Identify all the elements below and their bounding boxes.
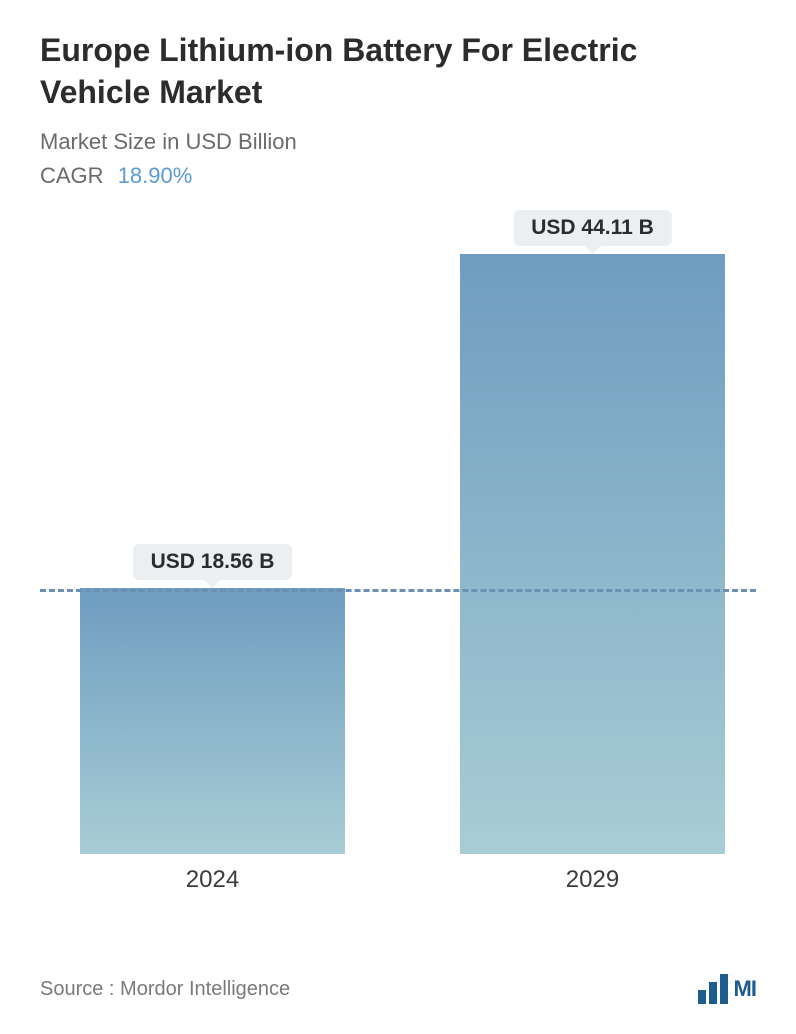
chart-area: USD 18.56 B2024USD 44.11 B2029	[40, 219, 756, 899]
chart-subtitle: Market Size in USD Billion	[40, 129, 756, 155]
reference-line	[40, 589, 756, 592]
value-label: USD 18.56 B	[133, 544, 293, 580]
bar-fill	[460, 254, 725, 854]
year-label: 2029	[566, 866, 619, 894]
logo-bars-icon	[698, 974, 728, 1004]
cagr-value: 18.90%	[118, 163, 193, 188]
bar-2029: USD 44.11 B2029	[460, 254, 725, 854]
bar-2024: USD 18.56 B2024	[80, 588, 345, 854]
value-label: USD 44.11 B	[513, 210, 672, 246]
brand-logo: MI	[698, 974, 756, 1004]
source-text: Source : Mordor Intelligence	[40, 978, 290, 1001]
logo-text: MI	[734, 976, 756, 1002]
cagr-label: CAGR	[40, 163, 104, 188]
year-label: 2024	[186, 866, 239, 894]
bar-fill	[80, 588, 345, 854]
cagr-row: CAGR 18.90%	[40, 163, 756, 189]
chart-title: Europe Lithium-ion Battery For Electric …	[40, 30, 756, 113]
footer: Source : Mordor Intelligence MI	[40, 974, 756, 1004]
